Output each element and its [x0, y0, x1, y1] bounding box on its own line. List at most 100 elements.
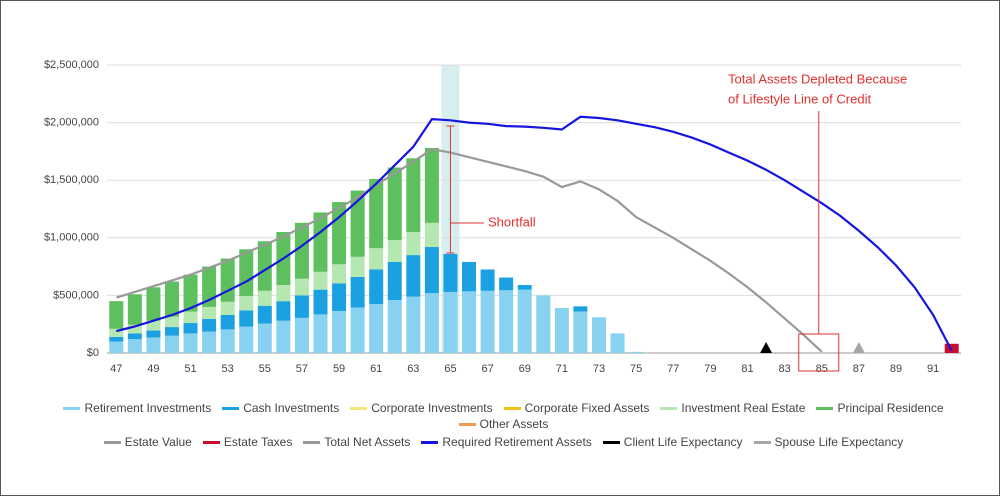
bar: [202, 306, 217, 320]
bar: [164, 335, 179, 353]
annotation-box: [798, 333, 840, 372]
bar: [183, 311, 198, 324]
legend-item[interactable]: Total Net Assets: [303, 435, 410, 449]
legend-item[interactable]: Corporate Investments: [350, 401, 493, 415]
bar: [109, 301, 124, 329]
bar: [239, 249, 254, 296]
bar: [276, 301, 291, 321]
x-tick-label: 47: [110, 363, 122, 375]
bar: [332, 264, 347, 284]
legend-label: Investment Real Estate: [681, 401, 806, 415]
bar: [610, 333, 625, 353]
bar: [573, 306, 588, 312]
legend-item[interactable]: Spouse Life Expectancy: [753, 435, 903, 449]
bar: [313, 212, 328, 272]
x-tick-label: 89: [890, 363, 902, 375]
legend-swatch: [503, 406, 521, 410]
x-tick-label: 79: [704, 363, 716, 375]
legend-item[interactable]: Cash Investments: [222, 401, 339, 415]
bar: [127, 339, 142, 353]
bar: [350, 307, 365, 353]
bar: [202, 319, 217, 332]
legend-swatch: [421, 440, 439, 444]
bar: [257, 323, 272, 353]
bar: [517, 289, 532, 353]
bar: [276, 320, 291, 353]
legend-swatch: [202, 440, 220, 444]
legend: Retirement Investments Cash Investments Co…: [41, 401, 966, 449]
x-tick-label: 59: [333, 363, 345, 375]
bar: [127, 324, 142, 334]
legend-item[interactable]: Corporate Fixed Assets: [503, 401, 649, 415]
bar: [239, 295, 254, 311]
bar: [443, 253, 458, 292]
bar: [350, 190, 365, 257]
legend-item[interactable]: Required Retirement Assets: [421, 435, 592, 449]
bar: [406, 232, 421, 256]
x-tick-label: 69: [519, 363, 531, 375]
x-tick-label: 57: [296, 363, 308, 375]
bar: [350, 276, 365, 308]
bar: [387, 261, 402, 301]
y-tick-label: $500,000: [53, 289, 99, 301]
legend-label: Principal Residence: [837, 401, 944, 415]
legend-swatch: [303, 440, 321, 444]
bar: [109, 328, 124, 337]
y-tick-label: $2,000,000: [44, 117, 99, 129]
legend-item[interactable]: Investment Real Estate: [660, 401, 805, 415]
y-tick-label: $0: [87, 347, 99, 359]
chart: $0 $500,000 $1,000,000 $1,500,000 $2,000,000…: [44, 59, 961, 375]
bar: [109, 341, 124, 353]
x-tick-label: 81: [741, 363, 753, 375]
legend-item[interactable]: Client Life Expectancy: [602, 435, 743, 449]
bar: [220, 314, 235, 330]
bar: [629, 351, 644, 353]
bar: [257, 241, 272, 291]
bar: [183, 333, 198, 353]
bar: [257, 305, 272, 324]
bar: [294, 317, 309, 353]
x-tick-label: 49: [147, 363, 159, 375]
legend-label: Required Retirement Assets: [442, 435, 592, 449]
bar: [387, 240, 402, 262]
line: [116, 115, 953, 352]
bar: [294, 295, 309, 318]
legend-item[interactable]: Estate Taxes: [202, 435, 292, 449]
x-tick-label: 51: [184, 363, 196, 375]
bar: [313, 271, 328, 290]
bar: [369, 179, 384, 249]
legend-item[interactable]: Other Assets: [458, 417, 549, 431]
bar: [239, 310, 254, 327]
bar: [220, 258, 235, 302]
bar: [406, 158, 421, 233]
legend-swatch: [816, 406, 834, 410]
life-expectancy-marker: [852, 342, 865, 353]
bar: [424, 147, 439, 223]
bar: [202, 266, 217, 307]
legend-item[interactable]: Principal Residence: [816, 401, 944, 415]
bar: [480, 269, 495, 291]
legend-item[interactable]: Estate Value: [103, 435, 192, 449]
bar: [276, 285, 291, 302]
bar: [406, 255, 421, 297]
bar: [499, 277, 514, 291]
bar: [499, 290, 514, 353]
legend-label: Total Net Assets: [324, 435, 411, 449]
legend-label: Other Assets: [479, 417, 549, 431]
x-tick-label: 75: [630, 363, 642, 375]
legend-swatch: [458, 422, 476, 426]
bar: [554, 308, 569, 353]
bar: [294, 278, 309, 296]
bar: [220, 329, 235, 353]
legend-label: Retirement Investments: [84, 401, 212, 415]
line: [115, 147, 823, 353]
legend-swatch: [660, 406, 678, 410]
bar: [462, 261, 477, 292]
legend-item[interactable]: Retirement Investments: [63, 401, 211, 415]
bar: [146, 337, 161, 353]
bar: [443, 291, 458, 353]
bar: [164, 327, 179, 336]
bar: [220, 301, 235, 315]
bar: [424, 247, 439, 294]
bar: [332, 310, 347, 353]
